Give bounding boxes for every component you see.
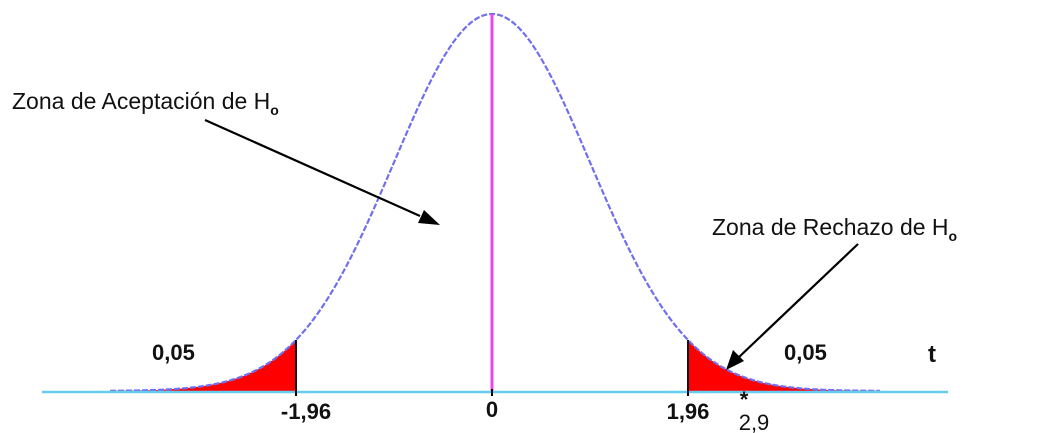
observed-marker: * (740, 387, 749, 412)
acceptance-zone-label: Zona de Aceptación de Ho (12, 88, 279, 118)
right-tail-area-label: 0,05 (784, 340, 827, 365)
t-variable-label: t (928, 341, 936, 368)
observed-value-label: 2,9 (739, 410, 770, 433)
rejection-arrow (737, 243, 859, 359)
normal-curve (109, 12, 881, 392)
acceptance-arrow (204, 118, 421, 218)
right-rejection-region (688, 339, 880, 391)
tick-label-1-96: 1,96 (667, 399, 710, 424)
left-rejection-region (110, 339, 296, 391)
left-tail-area-label: 0,05 (152, 340, 195, 365)
tick-label-zero: 0 (486, 397, 498, 422)
acceptance-arrowhead (418, 210, 440, 225)
tick-label-neg-1-96: -1,96 (281, 399, 331, 424)
rejection-arrowhead (726, 350, 744, 370)
rejection-zone-label: Zona de Rechazo de Ho (712, 214, 957, 244)
